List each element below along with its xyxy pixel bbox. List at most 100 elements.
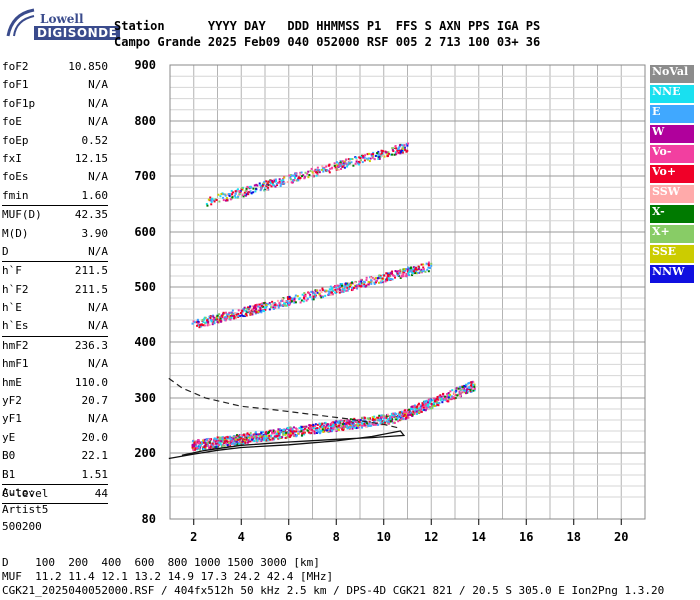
legend-item: SSE <box>650 245 694 263</box>
echo-point <box>468 382 471 385</box>
echo-point <box>361 282 364 285</box>
echo-point <box>354 281 357 284</box>
echo-point <box>439 397 442 400</box>
echo-point <box>279 304 282 307</box>
echo-point <box>221 437 224 440</box>
echo-point <box>395 418 398 421</box>
echo-point <box>427 264 430 267</box>
echo-point <box>295 428 298 431</box>
echo-point <box>337 428 340 431</box>
echo-point <box>266 438 269 441</box>
echo-point <box>406 270 409 273</box>
echo-point <box>355 421 358 424</box>
echo-point <box>449 390 452 393</box>
header-labels: Station YYYY DAY DDD HHMMSS P1 FFS S AXN… <box>114 19 541 33</box>
echo-point <box>263 306 266 309</box>
echo-point <box>200 442 203 445</box>
echo-point <box>210 200 213 203</box>
echo-point <box>361 426 364 429</box>
echo-point <box>351 158 354 161</box>
echo-point <box>466 386 469 389</box>
param-value: N/A <box>88 319 108 333</box>
echo-point <box>404 148 407 151</box>
echo-point <box>455 387 458 390</box>
echo-point <box>227 193 230 196</box>
x-tick-label: 4 <box>238 530 245 544</box>
echo-point <box>381 150 384 153</box>
param-value: 1.60 <box>81 188 109 202</box>
echo-point <box>340 283 343 286</box>
echo-point <box>286 435 289 438</box>
param-row: yF1 N/A <box>2 410 108 428</box>
echo-point <box>257 305 260 308</box>
echo-point <box>248 436 251 439</box>
echo-point <box>463 391 466 394</box>
echo-point <box>298 298 301 301</box>
echo-point <box>343 166 346 169</box>
echo-point <box>316 423 319 426</box>
echo-point <box>340 426 343 429</box>
echo-point <box>454 397 457 400</box>
echo-point <box>277 304 280 307</box>
param-row: MUF(D) 42.35 <box>2 206 108 224</box>
echo-point <box>237 314 240 317</box>
ionogram-parameters: foF2 10.850 foF1 N/A foF1p N/A foE N/A foEp 0.52 f… <box>2 58 109 505</box>
echo-point <box>289 435 292 438</box>
echo-point <box>324 428 327 431</box>
echo-point <box>230 436 233 439</box>
echo-point <box>303 426 306 429</box>
echo-point <box>211 197 214 200</box>
echo-point <box>346 419 349 422</box>
echo-point <box>226 193 229 196</box>
echo-point <box>260 311 263 314</box>
echo-point <box>245 438 248 441</box>
echo-point <box>418 410 421 413</box>
echo-point <box>288 302 291 305</box>
echo-point <box>371 156 374 159</box>
auto-version: 500200 <box>2 520 42 533</box>
echo-point <box>334 427 337 430</box>
echo-point <box>206 441 209 444</box>
echo-point <box>289 300 292 303</box>
echo-point <box>278 178 281 181</box>
echo-point <box>286 304 289 307</box>
echo-point <box>377 157 380 160</box>
echo-point <box>399 152 402 155</box>
echo-point <box>286 296 289 299</box>
echo-point <box>381 277 384 280</box>
echo-point <box>458 387 461 390</box>
echo-point <box>282 180 285 183</box>
echo-point <box>251 312 254 315</box>
echo-point <box>240 437 243 440</box>
echo-point <box>275 432 278 435</box>
echo-point <box>199 324 202 327</box>
echo-point <box>303 433 306 436</box>
legend-item: SSW <box>650 185 694 203</box>
echo-point <box>465 384 468 387</box>
echo-point <box>362 417 365 420</box>
echo-point <box>358 280 361 283</box>
echo-point <box>219 319 222 322</box>
echo-point <box>347 158 350 161</box>
echo-point <box>293 179 296 182</box>
echo-point <box>224 316 227 319</box>
echo-point <box>368 157 371 160</box>
echo-point <box>218 200 221 203</box>
echo-point <box>433 405 436 408</box>
echo-point <box>430 406 433 409</box>
echo-point <box>234 192 237 195</box>
echo-point <box>448 397 451 400</box>
echo-point <box>203 317 206 320</box>
param-value: 44 <box>94 486 108 500</box>
echo-point <box>380 416 383 419</box>
echo-point <box>337 165 340 168</box>
echo-point <box>393 275 396 278</box>
echo-point <box>435 404 438 407</box>
echo-point <box>280 183 283 186</box>
echo-point <box>402 275 405 278</box>
echo-point <box>197 440 200 443</box>
echo-point <box>333 421 336 424</box>
echo-point <box>208 441 211 444</box>
echo-point <box>274 303 277 306</box>
echo-point <box>264 432 267 435</box>
